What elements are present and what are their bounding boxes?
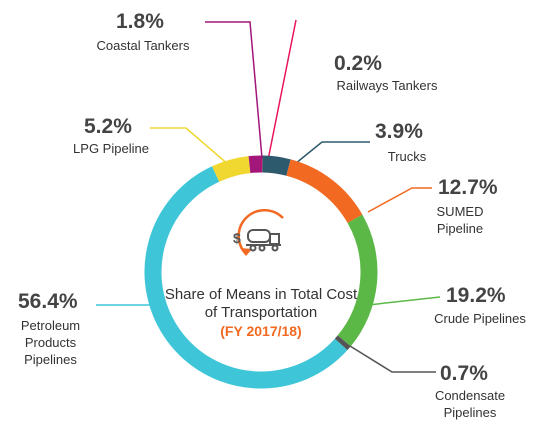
value-label: 3.9% xyxy=(375,120,423,143)
value-label: 1.8% xyxy=(116,10,164,33)
category-label: Condensate Pipelines xyxy=(434,388,506,420)
category-label: Trucks xyxy=(387,149,427,164)
value-label: 0.2% xyxy=(334,52,382,75)
donut-segment xyxy=(337,214,378,347)
value-label: 56.4% xyxy=(18,290,78,313)
donut-segment xyxy=(212,156,251,182)
value-label: 19.2% xyxy=(446,284,506,307)
leader-line xyxy=(367,187,432,213)
leader-line xyxy=(367,296,441,306)
category-label: LPG Pipeline xyxy=(73,141,149,156)
donut-segment xyxy=(248,155,262,174)
leader-line xyxy=(267,19,297,161)
leader-line xyxy=(205,21,263,159)
leader-line xyxy=(150,127,231,167)
donut-segment xyxy=(262,155,291,176)
category-label: Coastal Tankers xyxy=(96,38,190,53)
value-label: 12.7% xyxy=(438,176,498,199)
center-subtitle: (FY 2017/18) xyxy=(220,323,302,339)
value-label: 0.7% xyxy=(440,362,488,385)
donut-segment xyxy=(144,166,348,389)
donut-segment xyxy=(334,335,351,351)
category-label: Railways Tankers xyxy=(336,78,438,93)
leader-line xyxy=(349,345,436,373)
donut-segment xyxy=(286,159,363,224)
leader-line xyxy=(289,141,370,169)
center-icon: $ xyxy=(233,208,284,256)
svg-text:$: $ xyxy=(233,230,241,246)
category-label: Crude Pipelines xyxy=(434,311,526,326)
category-label: Petroleum Products Pipelines xyxy=(20,318,81,367)
value-label: 5.2% xyxy=(84,115,132,138)
category-label: SUMED Pipeline xyxy=(436,204,484,236)
center-title: Share of Means in Total Cost of Transpor… xyxy=(164,286,358,321)
